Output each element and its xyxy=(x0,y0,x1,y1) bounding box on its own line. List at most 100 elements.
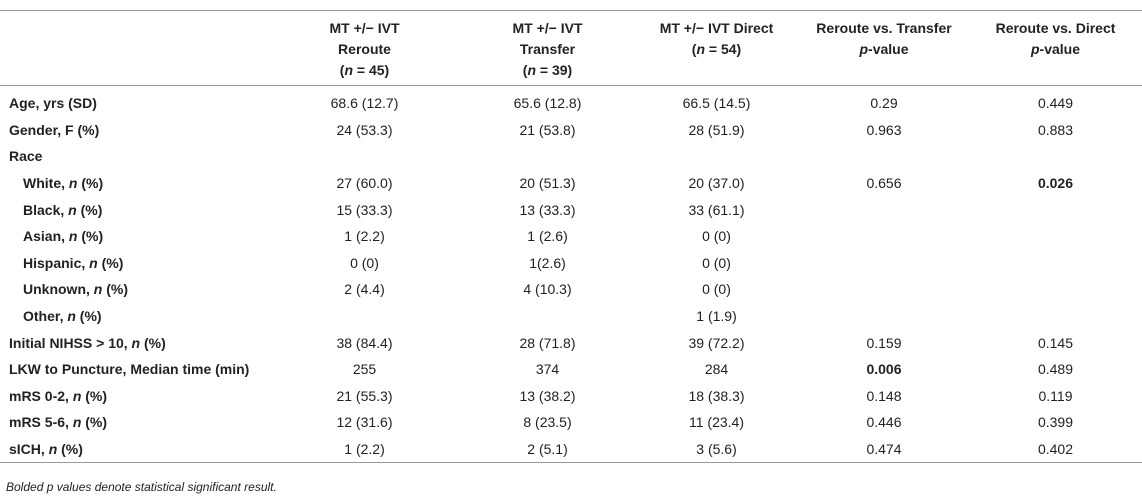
table-cell: 68.6 (12.7) xyxy=(330,95,399,112)
table-cell xyxy=(799,276,969,303)
table-cell: 28 (71.8) xyxy=(519,334,576,351)
table-body: Age, yrs (SD) 68.6 (12.7) 65.6 (12.8) 66.5 … xyxy=(0,86,1142,463)
row-label: Hispanic, n (%) xyxy=(23,254,124,271)
table-cell: 12 (31.6) xyxy=(336,414,393,431)
table-cell: 1 (2.2) xyxy=(344,441,385,458)
table-footnote: Bolded p values denote statistical signi… xyxy=(6,480,277,494)
row-label: LKW to Puncture, Median time (min) xyxy=(9,361,250,378)
table-cell xyxy=(268,303,461,330)
row-label: Gender, F (%) xyxy=(9,121,100,138)
table-cell: 20 (51.3) xyxy=(519,175,576,192)
table-cell: 1 (2.6) xyxy=(527,228,568,245)
table-cell: 0.963 xyxy=(866,121,902,138)
table-cell xyxy=(969,223,1142,250)
table-cell: 13 (38.2) xyxy=(519,387,576,404)
row-label: Race xyxy=(9,148,43,165)
table-cell: 255 xyxy=(352,361,377,378)
row-label: Unknown, n (%) xyxy=(23,281,129,298)
table-cell: 33 (61.1) xyxy=(688,201,745,218)
row-label: White, n (%) xyxy=(23,175,104,192)
table-cell: 1 (2.2) xyxy=(344,228,385,245)
table-cell xyxy=(969,303,1142,330)
table-row: mRS 0-2, n (%) 21 (55.3) 13 (38.2) 18 (38.3… xyxy=(0,383,1142,410)
table-cell: 0.148 xyxy=(866,387,902,404)
table-cell: 15 (33.3) xyxy=(336,201,393,218)
table-cell xyxy=(799,303,969,330)
row-label: sICH, n (%) xyxy=(9,441,83,458)
table-cell xyxy=(461,143,634,170)
table-cell: 0.402 xyxy=(1037,441,1074,458)
table-cell: 0.656 xyxy=(866,175,902,192)
table-row: Black, n (%) 15 (33.3) 13 (33.3) 33 (61.1) xyxy=(0,196,1142,223)
header-direct: MT +/− IVT Direct (n = 54) xyxy=(634,11,799,86)
table-cell xyxy=(799,250,969,277)
table-cell: 0.006 xyxy=(866,361,902,378)
table-cell: 20 (37.0) xyxy=(688,175,745,192)
table-cell: 11 (23.4) xyxy=(689,414,744,431)
table-cell: 24 (53.3) xyxy=(336,121,393,138)
table-cell: 21 (53.8) xyxy=(519,121,576,138)
table-cell: 0 (0) xyxy=(702,228,731,245)
table-cell: 38 (84.4) xyxy=(336,334,393,351)
row-label: Asian, n (%) xyxy=(23,228,104,245)
table-cell: 21 (55.3) xyxy=(336,387,393,404)
table-cell: 0.145 xyxy=(1037,334,1074,351)
table-cell: 66.5 (14.5) xyxy=(682,95,751,112)
table-cell: 28 (51.9) xyxy=(688,121,745,138)
table-row: Other, n (%) 1 (1.9) xyxy=(0,303,1142,330)
header-transfer: MT +/− IVT Transfer (n = 39) xyxy=(461,11,634,86)
table-cell: 0.474 xyxy=(866,441,902,458)
header-transfer-n: (n = 39) xyxy=(522,62,573,78)
row-label: Other, n (%) xyxy=(23,308,102,325)
table-cell: 0.883 xyxy=(1037,121,1074,138)
table-cell: 18 (38.3) xyxy=(688,387,745,404)
header-pvalue-1: p-value xyxy=(859,41,909,57)
table-cell xyxy=(969,276,1142,303)
table-cell: 0 (0) xyxy=(350,254,379,271)
table-cell: 0.399 xyxy=(1037,414,1074,431)
table-cell: 2 (5.1) xyxy=(527,441,568,458)
table-cell: 65.6 (12.8) xyxy=(513,95,582,112)
table-cell: 3 (5.6) xyxy=(696,441,737,458)
table-row: Gender, F (%) 24 (53.3) 21 (53.8) 28 (51.9)… xyxy=(0,117,1142,144)
table-cell xyxy=(969,143,1142,170)
table-cell: 1 (1.9) xyxy=(696,308,737,325)
table-cell: 0.489 xyxy=(1037,361,1074,378)
table-cell xyxy=(634,143,799,170)
header-reroute-vs-transfer: Reroute vs. Transfer p-value xyxy=(799,11,969,86)
row-label: Age, yrs (SD) xyxy=(9,95,97,112)
header-pvalue-2: p-value xyxy=(1030,41,1081,57)
header-row: MT +/− IVT Reroute (n = 45) MT +/− IVT T… xyxy=(0,10,1142,86)
row-label: mRS 0-2, n (%) xyxy=(9,387,108,404)
table-row: LKW to Puncture, Median time (min) 255 374… xyxy=(0,356,1142,383)
table-cell: 1(2.6) xyxy=(529,254,566,271)
table-row: White, n (%) 27 (60.0) 20 (51.3) 20 (37.0) 0… xyxy=(0,170,1142,197)
table-row: mRS 5-6, n (%) 12 (31.6) 8 (23.5) 11 (23.4)… xyxy=(0,409,1142,436)
table-row: Age, yrs (SD) 68.6 (12.7) 65.6 (12.8) 66.5 … xyxy=(0,86,1142,117)
table-cell xyxy=(268,143,461,170)
header-reroute-n: (n = 45) xyxy=(339,62,390,78)
table-row: sICH, n (%) 1 (2.2) 2 (5.1) 3 (5.6) 0.474 0.4… xyxy=(0,436,1142,463)
table-cell: 0.449 xyxy=(1037,95,1074,112)
table-cell: 0.026 xyxy=(1037,175,1074,192)
table-cell xyxy=(969,196,1142,223)
header-reroute: MT +/− IVT Reroute (n = 45) xyxy=(268,11,461,86)
table-cell xyxy=(799,196,969,223)
row-label: Black, n (%) xyxy=(23,201,103,218)
table-cell: 0 (0) xyxy=(702,254,731,271)
table-row: Race xyxy=(0,143,1142,170)
table-cell: 13 (33.3) xyxy=(519,201,576,218)
table-cell: 8 (23.5) xyxy=(523,414,572,431)
data-table: MT +/− IVT Reroute (n = 45) MT +/− IVT T… xyxy=(0,10,1142,463)
row-label: mRS 5-6, n (%) xyxy=(9,414,108,431)
table-cell xyxy=(969,250,1142,277)
table-row: Unknown, n (%) 2 (4.4) 4 (10.3) 0 (0) xyxy=(0,276,1142,303)
header-direct-n: (n = 54) xyxy=(691,41,742,57)
table-cell: 0.159 xyxy=(866,334,902,351)
table-row: Hispanic, n (%) 0 (0) 1(2.6) 0 (0) xyxy=(0,250,1142,277)
table-cell xyxy=(461,303,634,330)
table-cell: 0.446 xyxy=(866,414,902,431)
row-label: Initial NIHSS > 10, n (%) xyxy=(9,334,166,351)
table-cell: 4 (10.3) xyxy=(523,281,572,298)
